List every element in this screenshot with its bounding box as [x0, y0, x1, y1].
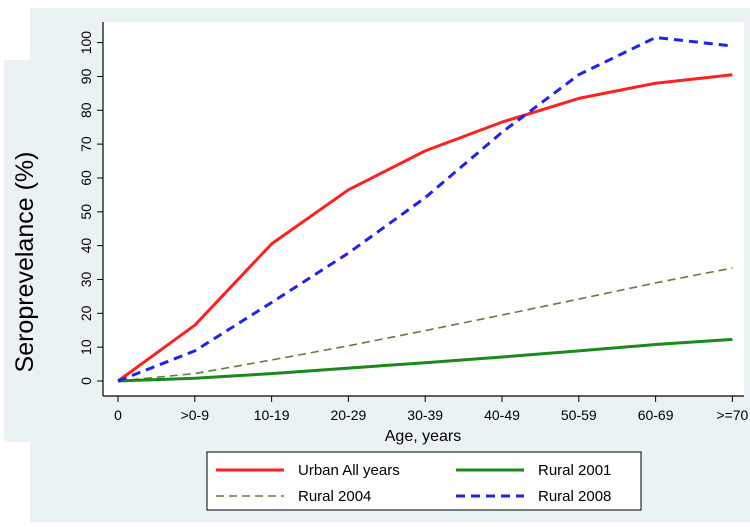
plot-area — [103, 22, 744, 396]
x-tick-label: 40-49 — [484, 407, 520, 423]
y-axis-label: Seroprevelance (%) — [11, 152, 39, 373]
legend-box — [206, 451, 642, 511]
x-tick-label: 30-39 — [407, 407, 443, 423]
x-tick-label: 20-29 — [330, 407, 366, 423]
y-tick-label: 30 — [78, 271, 94, 287]
y-tick-label: 100 — [78, 31, 94, 55]
y-tick-label: 90 — [78, 68, 94, 84]
legend-label: Urban All years — [298, 462, 400, 479]
series-line-rural-2008 — [117, 36, 733, 383]
x-tick-label: >0-9 — [181, 407, 210, 423]
series-line-urban-all-years — [117, 73, 733, 383]
y-tick-label: 50 — [78, 204, 94, 220]
y-tick-label: 40 — [78, 238, 94, 254]
x-tick-label: 10-19 — [254, 407, 290, 423]
y-tick-label: 20 — [78, 305, 94, 321]
legend-label: Rural 2004 — [298, 488, 371, 505]
y-tick-label: 10 — [78, 339, 94, 355]
x-tick-label: 0 — [114, 407, 122, 423]
series-line-rural-2001 — [117, 337, 733, 383]
x-axis-label: Age, years — [385, 428, 461, 445]
y-tick-label: 80 — [78, 102, 94, 118]
legend-label: Rural 2001 — [538, 462, 611, 479]
legend-label: Rural 2008 — [538, 488, 611, 505]
y-tick-label: 0 — [78, 377, 94, 385]
x-tick-label: 60-69 — [638, 407, 674, 423]
figure-background-left — [4, 60, 34, 442]
x-tick-label: 50-59 — [561, 407, 597, 423]
y-tick-label: 70 — [78, 136, 94, 152]
x-tick-label: >=70 — [716, 407, 748, 423]
y-tick-label: 60 — [78, 170, 94, 186]
series-line-rural-2004 — [117, 267, 733, 382]
